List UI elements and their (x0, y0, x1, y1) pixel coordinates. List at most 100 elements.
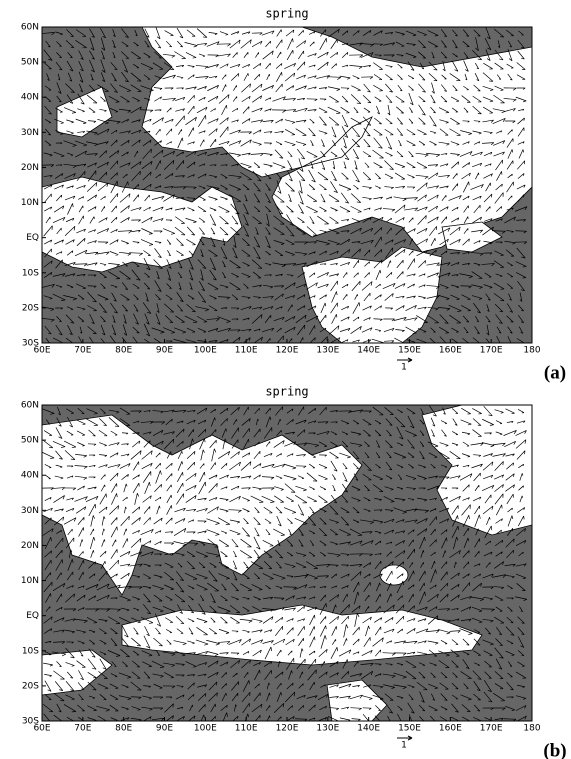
wind-arrow (364, 452, 370, 459)
wind-arrow (452, 53, 458, 58)
wind-arrow (219, 117, 229, 125)
wind-arrow (284, 98, 296, 101)
wind-arrow (506, 29, 514, 37)
wind-arrow (393, 452, 407, 459)
wind-arrow (42, 487, 54, 491)
wind-arrow (66, 29, 74, 37)
wind-arrow (231, 107, 239, 113)
wind-arrow (517, 173, 525, 179)
wind-arrow (284, 282, 296, 290)
wind-arrow (384, 693, 394, 701)
wind-arrow (339, 249, 351, 257)
wind-arrow (155, 452, 161, 458)
wind-arrow (43, 184, 53, 190)
wind-arrow (276, 335, 284, 343)
wind-arrow (485, 315, 491, 323)
wind-arrow (395, 226, 405, 236)
wind-arrow (397, 117, 403, 125)
wind-arrow (493, 140, 506, 146)
wind-arrow (178, 282, 182, 291)
wind-arrow (240, 461, 252, 471)
wind-arrow (200, 249, 204, 258)
wind-arrow (451, 60, 459, 72)
wind-arrow (42, 283, 55, 288)
wind-arrow (284, 483, 296, 493)
wind-arrow (253, 536, 261, 550)
wind-arrow (144, 626, 150, 637)
wind-arrow (98, 429, 108, 437)
wind-arrow (329, 519, 339, 524)
wind-arrow (162, 685, 176, 689)
wind-arrow (110, 139, 118, 147)
wind-arrow (418, 662, 426, 667)
wind-arrow (362, 196, 372, 201)
wind-arrow (493, 94, 505, 104)
wind-arrow (108, 417, 120, 427)
lat-label: 30S (22, 339, 39, 349)
wind-arrow (297, 605, 305, 613)
wind-arrow (483, 551, 493, 557)
wind-arrow (164, 315, 174, 323)
wind-arrow (473, 204, 481, 214)
wind-arrow (88, 107, 96, 113)
wind-arrow (197, 259, 207, 269)
wind-arrow (276, 172, 282, 180)
wind-arrow (473, 563, 481, 567)
wind-arrow (143, 671, 151, 679)
wind-arrow (240, 550, 252, 559)
wind-arrow (241, 118, 251, 124)
wind-arrow (362, 410, 372, 413)
wind-arrow (294, 251, 308, 256)
wind-arrow (87, 672, 97, 679)
wind-arrow (371, 338, 385, 343)
wind-arrow (374, 249, 383, 257)
wind-arrow (320, 336, 328, 343)
wind-arrow (255, 227, 259, 235)
wind-arrow (363, 292, 371, 302)
wind-arrow (130, 410, 142, 414)
wind-arrow (352, 30, 360, 36)
wind-arrow (220, 616, 228, 624)
wind-arrow (296, 148, 306, 160)
wind-arrow (332, 639, 337, 645)
wind-arrow (63, 517, 77, 525)
wind-arrow (496, 171, 503, 181)
wind-arrow (177, 706, 184, 710)
wind-arrow (89, 216, 95, 224)
wind-arrow (462, 162, 471, 168)
wind-arrow (65, 647, 75, 659)
wind-arrow (199, 281, 205, 292)
wind-arrow (338, 683, 352, 689)
wind-arrow (285, 72, 296, 82)
wind-arrow (164, 562, 174, 568)
wind-arrow (518, 304, 524, 312)
wind-arrow (461, 172, 471, 180)
wind-arrow (162, 605, 176, 613)
wind-arrow (495, 638, 503, 646)
wind-arrow (187, 105, 195, 115)
wind-arrow (186, 161, 196, 169)
wind-arrow (506, 493, 514, 505)
wind-arrow (242, 497, 250, 502)
wind-arrow (232, 96, 238, 102)
wind-arrow (90, 528, 95, 536)
wind-arrow (184, 42, 198, 48)
wind-arrow (452, 173, 458, 179)
wind-arrow (515, 705, 527, 711)
wind-arrow (386, 429, 392, 437)
wind-arrow (374, 553, 382, 556)
wind-arrow (516, 219, 526, 222)
wind-arrow (517, 650, 525, 656)
wind-arrow (460, 671, 472, 680)
wind-arrow (495, 606, 503, 612)
wind-arrow (506, 303, 514, 313)
wind-arrow (472, 670, 482, 680)
wind-arrow (507, 173, 513, 179)
wind-arrow (363, 508, 371, 513)
wind-arrow (109, 239, 119, 245)
wind-arrow (208, 483, 218, 493)
wind-arrow (461, 95, 471, 103)
wind-arrow (327, 76, 342, 80)
wind-arrow (100, 484, 106, 492)
wind-arrow (320, 29, 327, 37)
